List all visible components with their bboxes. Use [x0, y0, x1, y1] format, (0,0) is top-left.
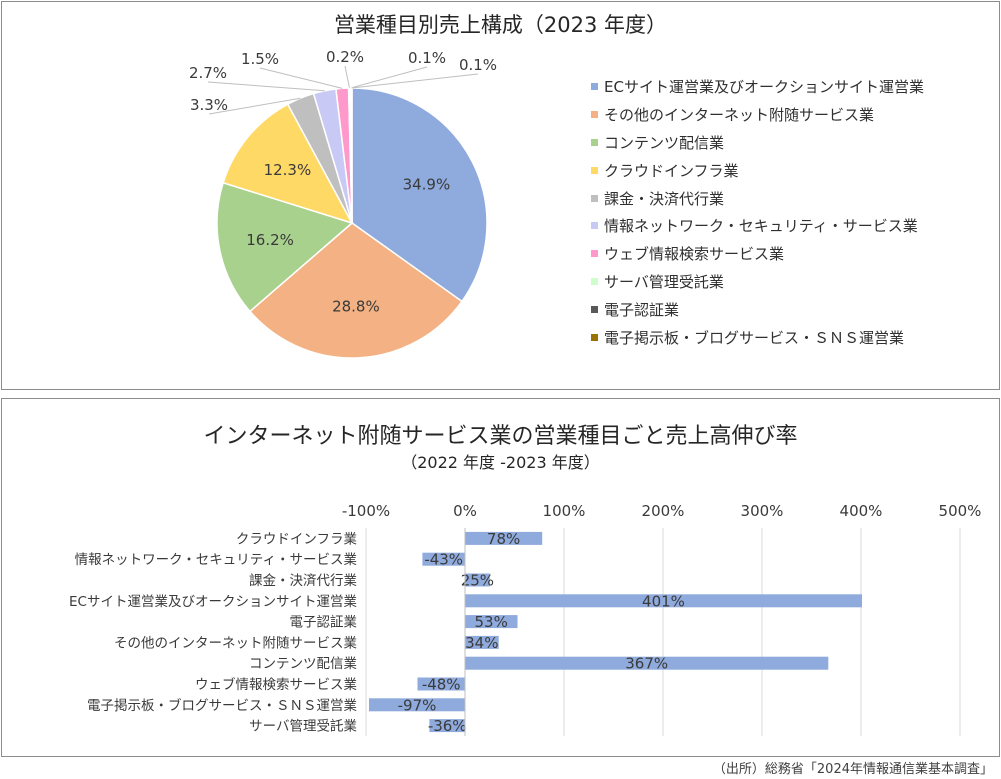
legend-swatch — [591, 334, 598, 342]
pie-leader-line — [208, 97, 301, 115]
pie-chart-panel: 営業種目別売上構成（2023 年度） 34.9% 28.8% 16.2% 12.3% 3… — [1, 1, 1000, 390]
legend-swatch — [591, 222, 598, 230]
legend-item: 情報ネットワーク・セキュリティ・サービス業 — [587, 213, 924, 241]
legend-swatch — [591, 110, 598, 118]
y-category-label: 情報ネットワーク・セキュリティ・サービス業 — [75, 552, 358, 568]
legend-label: 課金・決済代行業 — [604, 189, 725, 208]
bar-value-label: -97% — [398, 696, 437, 714]
legend-label: 情報ネットワーク・セキュリティ・サービス業 — [604, 217, 918, 236]
y-category-label: その他のインターネット附随サービス業 — [114, 635, 357, 651]
y-category-label: コンテンツ配信業 — [249, 656, 357, 672]
pie-chart: 34.9% 28.8% 16.2% 12.3% 3.3% 2.7% 1.5% 0.2% 0.1%… — [189, 48, 497, 359]
legend-label: ECサイト運営業及びオークションサイト運営業 — [604, 78, 924, 96]
y-category-label: サーバ管理受託業 — [249, 719, 357, 735]
legend-item: 電子掲示板・ブログサービス・ＳＮＳ運営業 — [587, 325, 924, 353]
bar — [465, 594, 862, 608]
legend-swatch — [591, 306, 598, 314]
pie-leader-line — [344, 65, 350, 89]
y-category-label: 電子掲示板・ブログサービス・ＳＮＳ運営業 — [87, 697, 357, 714]
pie-data-label: 3.3% — [190, 96, 228, 114]
pie-leader-line — [207, 81, 325, 92]
x-tick-label: 500% — [939, 502, 982, 520]
pie-data-label: 28.8% — [332, 298, 380, 316]
y-category-label: ウェブ情報検索サービス業 — [195, 676, 357, 693]
bar — [422, 552, 465, 566]
legend-item: ECサイト運営業及びオークションサイト運営業 — [587, 74, 924, 102]
bar — [369, 698, 465, 712]
legend-swatch — [591, 83, 598, 90]
bar-chart-panel: インターネット附随サービス業の営業種目ごと売上高伸び率 （2022 年度 -20… — [1, 398, 1000, 757]
x-tick-label: 200% — [642, 502, 685, 520]
legend-label: コンテンツ配信業 — [604, 133, 725, 152]
bar — [465, 656, 829, 670]
pie-leader-line — [351, 73, 479, 89]
legend-label: 電子掲示板・ブログサービス・ＳＮＳ運営業 — [604, 329, 905, 348]
y-category-label: 課金・決済代行業 — [249, 573, 357, 589]
bar — [465, 635, 499, 649]
pie-slice — [222, 103, 354, 225]
legend-item: サーバ管理受託業 — [587, 269, 924, 297]
pie-chart-title: 営業種目別売上構成（2023 年度） — [333, 13, 668, 37]
legend-swatch — [591, 250, 598, 258]
bar-value-label: -48% — [422, 676, 461, 694]
legend-swatch — [591, 194, 598, 202]
legend-item: ウェブ情報検索サービス業 — [587, 241, 924, 269]
pie-legend: ECサイト運営業及びオークションサイト運営業 その他のインターネット附随サービス業… — [587, 74, 924, 353]
pie-data-label: 34.9% — [403, 176, 451, 194]
pie-slice — [351, 87, 488, 303]
x-tick-label: 300% — [741, 502, 784, 520]
legend-item: その他のインターネット附随サービス業 — [587, 102, 924, 130]
pie-data-label: 0.1% — [408, 49, 446, 67]
legend-label: サーバ管理受託業 — [604, 273, 724, 292]
bar-value-label: 367% — [625, 655, 668, 673]
legend-item: 課金・決済代行業 — [587, 186, 924, 214]
pie-data-label: 1.5% — [241, 50, 279, 68]
bar — [465, 531, 543, 545]
x-tick-label: 400% — [840, 502, 883, 520]
legend-label: クラウドインフラ業 — [604, 161, 739, 180]
pie-data-label: 16.2% — [246, 231, 294, 249]
bar — [465, 573, 490, 587]
legend-label: ウェブ情報検索サービス業 — [604, 245, 785, 264]
y-category-label: クラウドインフラ業 — [236, 531, 358, 547]
pie-slice — [350, 87, 353, 224]
bar-value-label: 34% — [465, 634, 498, 652]
y-category-label: ECサイト運営業及びオークションサイト運営業 — [69, 594, 357, 610]
bar-value-label: 25% — [461, 572, 494, 590]
pie-data-label: 12.3% — [264, 161, 312, 179]
pie-leader-line — [350, 66, 428, 89]
pie-data-label: 2.7% — [189, 64, 227, 82]
pie-data-label: 0.2% — [326, 48, 364, 66]
pie-leader-line — [259, 67, 343, 89]
legend-item: 電子認証業 — [587, 297, 924, 325]
bar — [429, 719, 465, 733]
bar-value-label: -36% — [428, 717, 467, 735]
bar-chart: -100% 0% 100% 200% 300% 400% 500% クラウドインフラ業 78% 情… — [69, 502, 982, 736]
legend-swatch — [591, 278, 598, 286]
legend-swatch — [591, 166, 598, 174]
legend-label: その他のインターネット附随サービス業 — [604, 105, 875, 124]
x-tick-label: 0% — [453, 502, 477, 520]
bar-chart-title: インターネット附随サービス業の営業種目ごと売上高伸び率 — [203, 424, 798, 449]
bar — [465, 615, 518, 629]
legend-swatch — [591, 138, 598, 146]
legend-item: クラウドインフラ業 — [587, 158, 924, 186]
pie-slice — [248, 222, 463, 359]
legend-label: 電子認証業 — [604, 301, 680, 320]
bar-value-label: 53% — [475, 613, 508, 631]
x-tick-label: -100% — [342, 502, 390, 520]
bar-chart-subtitle: （2022 年度 -2023 年度） — [401, 453, 600, 472]
bar-value-label: -43% — [424, 551, 463, 569]
pie-slice — [216, 181, 354, 313]
bar — [417, 677, 465, 691]
bar-value-label: 401% — [642, 592, 685, 610]
x-tick-label: 100% — [543, 502, 586, 520]
y-category-label: 電子認証業 — [290, 615, 358, 631]
legend-item: コンテンツ配信業 — [587, 130, 924, 158]
source-note: （出所）総務省「2024年情報通信業基本調査」 — [712, 762, 993, 777]
pie-data-label: 0.1% — [459, 56, 497, 74]
bar-value-label: 78% — [487, 530, 520, 548]
